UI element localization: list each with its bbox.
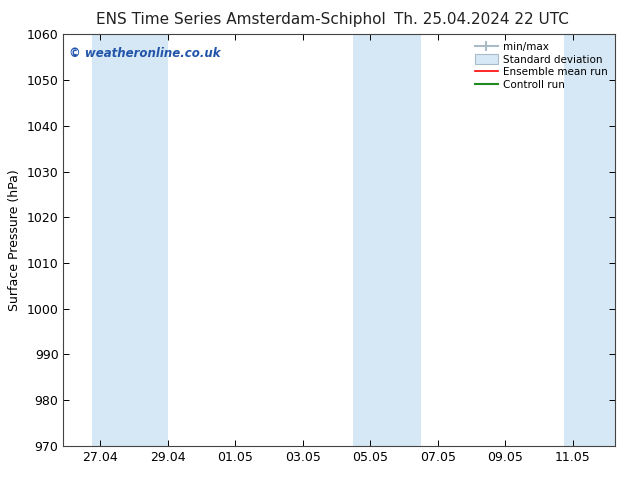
Bar	[564, 34, 632, 446]
Y-axis label: Surface Pressure (hPa): Surface Pressure (hPa)	[8, 169, 21, 311]
Legend: min/max, Standard deviation, Ensemble mean run, Controll run: min/max, Standard deviation, Ensemble me…	[473, 40, 610, 93]
Text: © weatheronline.co.uk: © weatheronline.co.uk	[69, 47, 221, 60]
Text: Th. 25.04.2024 22 UTC: Th. 25.04.2024 22 UTC	[394, 12, 569, 27]
Bar	[126, 34, 167, 446]
Text: ENS Time Series Amsterdam-Schiphol: ENS Time Series Amsterdam-Schiphol	[96, 12, 386, 27]
Bar	[91, 34, 126, 446]
Bar	[387, 34, 421, 446]
Bar	[353, 34, 387, 446]
